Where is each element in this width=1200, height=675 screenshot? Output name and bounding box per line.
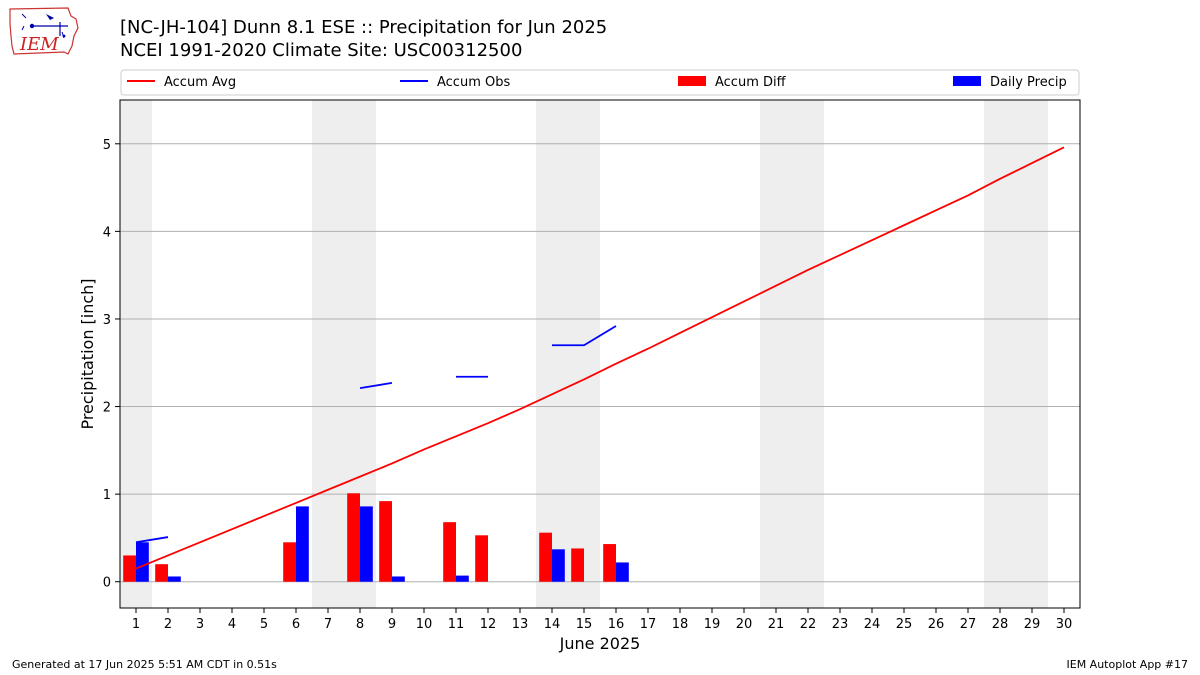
logo-text: IEM	[20, 34, 59, 55]
x-tick-label: 24	[864, 617, 881, 632]
accum-diff-bar	[443, 522, 456, 582]
x-tick-label: 15	[576, 617, 593, 632]
x-tick-label: 30	[1056, 617, 1073, 632]
x-tick-label: 11	[448, 617, 465, 632]
x-tick-label: 14	[544, 617, 561, 632]
daily-precip-bar	[360, 506, 373, 582]
x-tick-label: 17	[640, 617, 657, 632]
weekend-shade	[1016, 100, 1048, 608]
accum-obs-line	[552, 325, 617, 347]
x-tick-label: 18	[672, 617, 689, 632]
x-tick-label: 5	[260, 617, 268, 632]
legend-label: Accum Diff	[715, 75, 787, 90]
weekend-shade	[120, 100, 152, 608]
x-tick-label: 10	[416, 617, 433, 632]
x-tick-label: 6	[292, 617, 300, 632]
generated-note: Generated at 17 Jun 2025 5:51 AM CDT in …	[12, 658, 277, 671]
x-tick-label: 22	[800, 617, 817, 632]
x-tick-label: 29	[1024, 617, 1041, 632]
legend-swatch-bar	[953, 76, 981, 86]
iowa-map-icon	[9, 7, 79, 55]
weekend-shade	[312, 100, 344, 608]
x-tick-label: 3	[196, 617, 204, 632]
accum-diff-bar	[155, 564, 168, 582]
daily-precip-bar	[296, 506, 309, 582]
x-tick-label: 8	[356, 617, 364, 632]
x-tick-label: 26	[928, 617, 945, 632]
y-tick-label: 4	[103, 225, 111, 240]
legend-box	[120, 69, 1080, 96]
weekend-shade	[568, 100, 600, 608]
x-axis-label: June 2025	[559, 634, 641, 653]
x-tick-label: 9	[388, 617, 396, 632]
x-tick-label: 2	[164, 617, 172, 632]
x-tick-label: 28	[992, 617, 1009, 632]
daily-precip-bar	[392, 576, 405, 582]
accum-diff-bar	[347, 493, 360, 582]
legend-swatch-bar	[678, 76, 706, 86]
chart-subtitle: NCEI 1991-2020 Climate Site: USC00312500	[120, 40, 523, 61]
app-credit: IEM Autoplot App #17	[1066, 658, 1189, 671]
accum-diff-bar	[283, 542, 296, 582]
x-tick-label: 16	[608, 617, 625, 632]
accum-diff-bar	[123, 555, 136, 582]
y-tick-label: 2	[103, 401, 111, 416]
accum-obs-line	[135, 536, 169, 544]
x-tick-label: 21	[768, 617, 785, 632]
x-tick-label: 23	[832, 617, 849, 632]
chart-title: [NC-JH-104] Dunn 8.1 ESE :: Precipitatio…	[120, 17, 608, 38]
daily-precip-bar	[456, 575, 469, 582]
accum-diff-bar	[475, 535, 488, 582]
x-tick-label: 19	[704, 617, 721, 632]
y-axis-label: Precipitation [inch]	[78, 278, 97, 429]
x-tick-label: 12	[480, 617, 497, 632]
accum-diff-bar	[571, 548, 584, 582]
x-tick-label: 25	[896, 617, 913, 632]
y-tick-label: 3	[103, 313, 111, 328]
x-tick-label: 4	[228, 617, 236, 632]
plot-frame	[119, 99, 1081, 609]
x-tick-label: 13	[512, 617, 529, 632]
x-tick-label: 1	[132, 617, 140, 632]
x-tick-label: 7	[324, 617, 332, 632]
accum-diff-bar	[603, 544, 616, 582]
weekend-shade	[792, 100, 824, 608]
legend-label: Accum Obs	[437, 75, 510, 90]
weekend-shade	[984, 100, 1016, 608]
legend-label: Accum Avg	[164, 75, 236, 90]
weekend-shade	[760, 100, 792, 608]
daily-precip-bar	[168, 576, 181, 582]
daily-precip-bar	[552, 549, 565, 582]
accum-diff-bar	[379, 501, 392, 582]
accum-diff-bar	[539, 532, 552, 582]
accum-obs-line	[359, 382, 393, 390]
y-tick-label: 5	[103, 138, 111, 153]
daily-precip-bar	[136, 542, 149, 582]
legend-label: Daily Precip	[990, 75, 1067, 90]
y-tick-label: 0	[103, 576, 111, 591]
weekend-shade	[536, 100, 568, 608]
y-tick-label: 1	[103, 488, 111, 503]
x-tick-label: 20	[736, 617, 753, 632]
iem-logo: IEM	[8, 6, 80, 58]
x-tick-label: 27	[960, 617, 977, 632]
accum-avg-line	[135, 146, 1065, 570]
daily-precip-bar	[616, 562, 629, 582]
